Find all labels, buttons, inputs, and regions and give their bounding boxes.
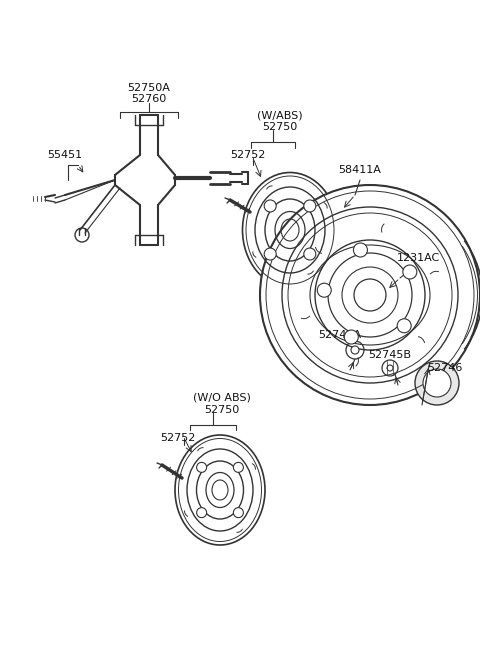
Ellipse shape <box>242 172 337 288</box>
Circle shape <box>304 248 316 260</box>
Circle shape <box>264 248 276 260</box>
Text: 52750: 52750 <box>204 405 240 415</box>
Text: 52750: 52750 <box>263 122 298 132</box>
Circle shape <box>423 369 451 397</box>
Circle shape <box>197 462 206 472</box>
Circle shape <box>233 462 243 472</box>
Text: 1231AC: 1231AC <box>396 253 440 263</box>
Circle shape <box>353 243 367 257</box>
Circle shape <box>351 346 359 354</box>
Circle shape <box>397 319 411 333</box>
Text: 52745B: 52745B <box>369 350 411 360</box>
Circle shape <box>197 508 206 517</box>
Circle shape <box>317 283 331 297</box>
Circle shape <box>403 265 417 279</box>
Text: 52752: 52752 <box>160 433 196 443</box>
Text: 52744A: 52744A <box>318 330 361 340</box>
Text: 55451: 55451 <box>48 150 83 160</box>
Ellipse shape <box>175 435 265 545</box>
Text: 58411A: 58411A <box>338 165 382 175</box>
Circle shape <box>415 361 459 405</box>
Text: 52750A: 52750A <box>128 83 170 93</box>
Text: 52760: 52760 <box>132 94 167 104</box>
Circle shape <box>233 508 243 517</box>
Circle shape <box>344 330 358 344</box>
Text: (W/O ABS): (W/O ABS) <box>193 393 251 403</box>
Text: 52746: 52746 <box>427 363 463 373</box>
Text: 52752: 52752 <box>230 150 266 160</box>
Circle shape <box>260 185 480 405</box>
Circle shape <box>264 200 276 212</box>
Text: (W/ABS): (W/ABS) <box>257 110 303 120</box>
Circle shape <box>304 200 316 212</box>
